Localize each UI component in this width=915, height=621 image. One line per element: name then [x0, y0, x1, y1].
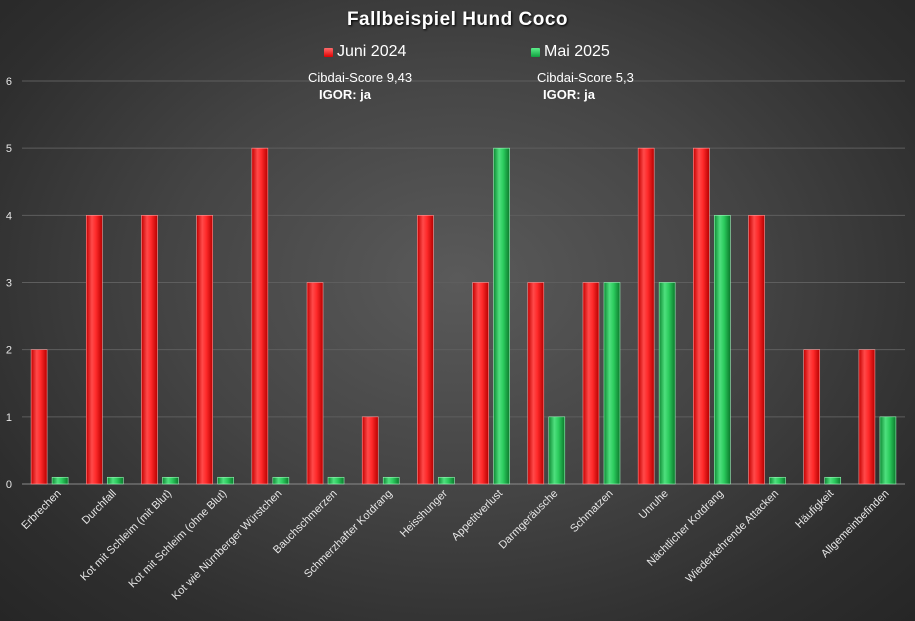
bar-mai-2025 [51, 476, 69, 485]
bar-mai-2025 [603, 282, 621, 485]
legend-swatch-red [324, 47, 333, 57]
x-tick-label: Kot wie Nürnberger Würstchen [170, 488, 285, 603]
annotation-score-2025: Cibdai-Score 5,3 [537, 70, 634, 85]
bar-juni-2024 [472, 282, 489, 485]
x-tick-label: Unruhe [637, 488, 671, 522]
y-tick-label: 3 [6, 278, 12, 290]
annotation-igor-2025: IGOR: ja [543, 87, 596, 102]
y-tick-label: 5 [6, 143, 12, 155]
legend-label: Juni 2024 [337, 43, 407, 60]
legend-swatch-green [531, 47, 540, 57]
y-axis: 0 1 2 3 4 5 6 [6, 76, 12, 491]
x-tick-label: Erbrechen [19, 488, 63, 532]
chart-title: Fallbeispiel Hund Coco [346, 9, 569, 30]
x-tick-label: Häufigkeit [793, 488, 836, 531]
bar-mai-2025 [106, 476, 124, 485]
y-tick-label: 2 [6, 345, 12, 357]
bar-juni-2024 [693, 147, 710, 485]
bar-mai-2025 [217, 476, 234, 485]
x-tick-label: Schmatzen [568, 488, 615, 535]
bar-mai-2025 [382, 476, 400, 485]
x-tick-label: Wiederkehrende Attacken [684, 488, 782, 586]
legend-label: Mai 2025 [544, 43, 610, 60]
y-tick-label: 0 [6, 479, 12, 491]
x-tick-label: Kot mit Schleim (ohne Blut) [127, 488, 230, 591]
annotation-igor-2024: IGOR: ja [319, 87, 372, 102]
bar-juni-2024 [306, 282, 324, 485]
bar-juni-2024 [85, 215, 103, 485]
bar-mai-2025 [162, 476, 179, 485]
bar-mai-2025 [327, 476, 345, 485]
bar-mai-2025 [548, 416, 566, 485]
x-tick-label: Darmgeräusche [497, 488, 561, 552]
bar-mai-2025 [824, 476, 842, 485]
bar-mai-2025 [879, 416, 897, 485]
bars [30, 147, 897, 485]
y-tick-label: 6 [6, 76, 12, 88]
bar-juni-2024 [748, 215, 765, 485]
x-tick-label: Appetitverlust [450, 488, 506, 544]
bar-juni-2024 [527, 282, 545, 485]
bar-mai-2025 [438, 476, 455, 485]
bar-juni-2024 [637, 147, 655, 485]
legend-item-mai-2025: Mai 2025 [531, 43, 610, 61]
bar-mai-2025 [658, 282, 676, 485]
gridlines [22, 80, 905, 485]
bar-mai-2025 [714, 215, 731, 485]
bar-juni-2024 [858, 349, 876, 485]
y-tick-label: 4 [6, 210, 12, 222]
bar-mai-2025 [272, 476, 290, 485]
x-tick-label: Durchfall [80, 488, 119, 527]
bar-juni-2024 [196, 215, 213, 485]
x-tick-label: Kot mit Schleim (mit Blut) [78, 488, 174, 584]
annotation-score-2024: Cibdai-Score 9,43 [308, 70, 413, 85]
bar-mai-2025 [493, 147, 510, 485]
bar-juni-2024 [141, 215, 158, 485]
bar-juni-2024 [251, 147, 269, 485]
bar-juni-2024 [417, 215, 434, 485]
legend-item-juni-2024: Juni 2024 [324, 43, 406, 61]
bar-juni-2024 [803, 349, 821, 485]
bar-juni-2024 [582, 282, 600, 485]
bar-mai-2025 [769, 476, 786, 485]
x-tick-label: Heisshunger [398, 487, 450, 539]
y-tick-label: 1 [6, 412, 12, 424]
bar-juni-2024 [361, 416, 379, 485]
bar-juni-2024 [30, 349, 48, 485]
